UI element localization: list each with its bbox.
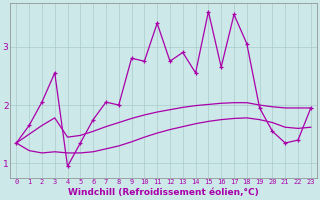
- X-axis label: Windchill (Refroidissement éolien,°C): Windchill (Refroidissement éolien,°C): [68, 188, 259, 197]
